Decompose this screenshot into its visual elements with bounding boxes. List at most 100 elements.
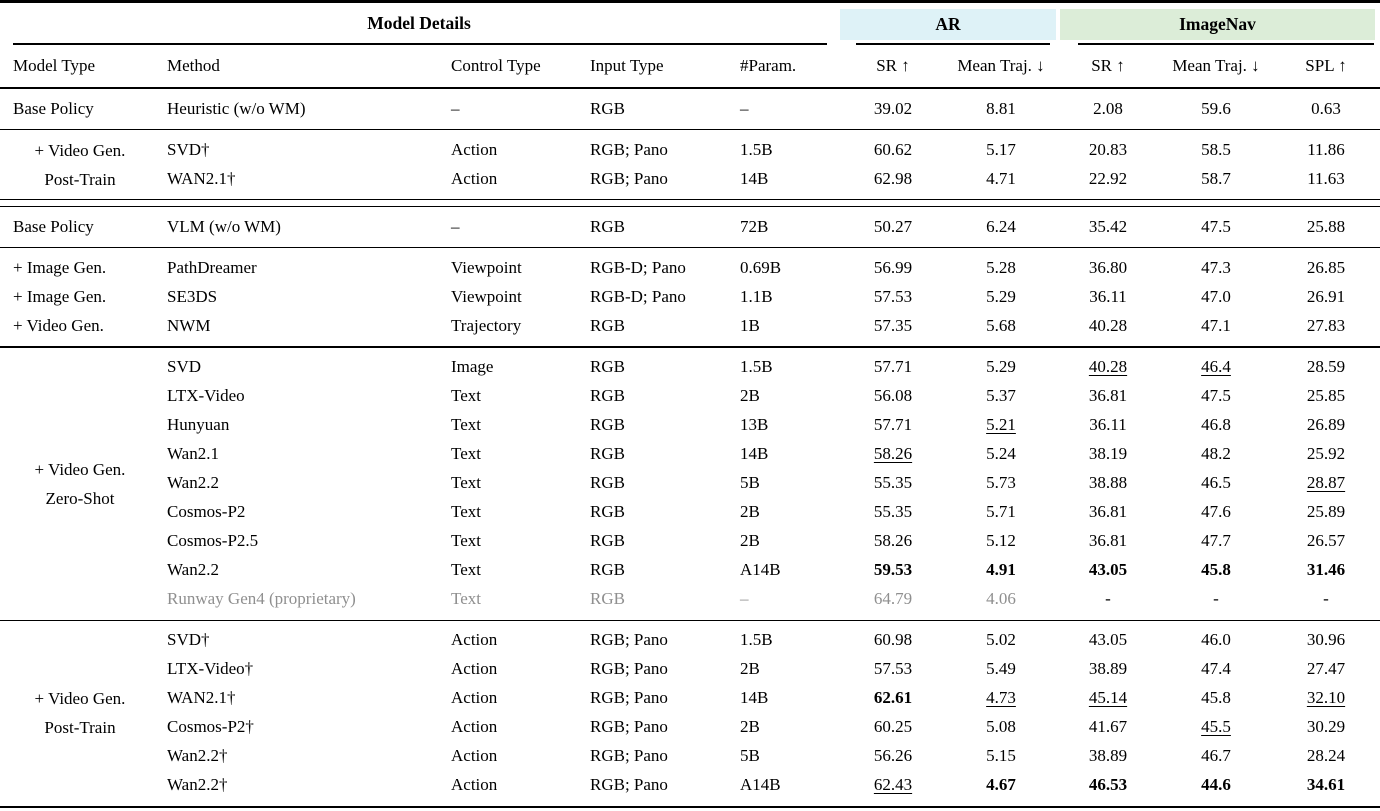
cell-input-type: RGB; Pano — [590, 659, 668, 679]
cell-input-type: RGB; Pano — [590, 688, 668, 708]
cell-imagenav-spl: 28.59 — [1306, 357, 1346, 377]
cell-imagenav-sr: 36.81 — [1088, 531, 1128, 551]
cell-imagenav-mean-traj: - — [1213, 589, 1219, 609]
cell-imagenav-spl: 25.85 — [1306, 386, 1346, 406]
cell-ar-mean-traj: 4.73 — [986, 688, 1016, 708]
table-row: Wan2.2† Action RGB; Pano 5B 56.26 5.15 3… — [0, 742, 1380, 771]
cell-ar-sr: 60.62 — [873, 139, 913, 159]
cell-imagenav-sr: - — [1105, 589, 1111, 609]
cell-method: SVD† — [167, 139, 210, 159]
cell-input-type: RGB — [590, 415, 625, 435]
cell-imagenav-sr: 36.81 — [1088, 386, 1128, 406]
cell-params: 5B — [740, 746, 760, 766]
table-row: Runway Gen4 (proprietary) Text RGB – 64.… — [0, 585, 1380, 614]
table-row: Wan2.2 Text RGB 5B 55.35 5.73 38.88 46.5… — [0, 469, 1380, 498]
cell-params: 1.5B — [740, 630, 773, 650]
col-header-model-type: Model Type — [13, 56, 96, 75]
cell-control-type: Text — [451, 589, 481, 609]
cell-params: 1.5B — [740, 139, 773, 159]
cell-input-type: RGB — [590, 502, 625, 522]
bottom-rule — [0, 805, 1380, 809]
cell-imagenav-sr: 43.05 — [1088, 560, 1128, 580]
cell-input-type: RGB; Pano — [590, 746, 668, 766]
cell-imagenav-spl: 34.61 — [1306, 775, 1346, 795]
cell-params: 14B — [740, 444, 769, 464]
cell-imagenav-sr: 38.88 — [1088, 473, 1128, 493]
group-header-row: Model Details AR ImageNav — [0, 3, 1380, 46]
cell-imagenav-mean-traj: 59.6 — [1201, 98, 1231, 118]
row-group-label-line: Post-Train — [44, 169, 116, 189]
cell-ar-sr: 57.53 — [873, 286, 913, 306]
cell-params: 5B — [740, 473, 760, 493]
section-rule — [0, 619, 1380, 621]
col-header-imagenav-mean-traj: Mean Traj. ↓ — [1172, 56, 1260, 75]
cell-ar-mean-traj: 5.71 — [986, 502, 1016, 522]
cell-ar-mean-traj: 4.71 — [986, 168, 1016, 188]
cell-imagenav-mean-traj: 45.5 — [1201, 717, 1231, 737]
table-row: + Image Gen. SE3DS Viewpoint RGB-D; Pano… — [0, 282, 1380, 311]
table-section: + Video Gen. Zero-Shot SVD Image RGB 1.5B… — [0, 348, 1380, 620]
cell-imagenav-sr: 40.28 — [1088, 357, 1128, 377]
cell-imagenav-mean-traj: 47.4 — [1201, 659, 1231, 679]
cell-imagenav-spl: 32.10 — [1306, 688, 1346, 708]
cell-imagenav-mean-traj: 47.0 — [1201, 286, 1231, 306]
cell-ar-mean-traj: 5.29 — [986, 357, 1016, 377]
cell-control-type: Action — [451, 139, 498, 159]
cell-ar-mean-traj: 5.08 — [986, 717, 1016, 737]
cell-method: Wan2.2† — [167, 775, 228, 795]
row-group-label-line: Zero-Shot — [45, 488, 115, 508]
cell-input-type: RGB — [590, 560, 625, 580]
table-row: LTX-Video Text RGB 2B 56.08 5.37 36.81 4… — [0, 382, 1380, 411]
model-details-midrule — [13, 43, 827, 45]
table-row: + Image Gen. PathDreamer Viewpoint RGB-D… — [0, 253, 1380, 282]
cell-params: 1.1B — [740, 286, 773, 306]
imagenav-midrule — [1078, 43, 1374, 45]
cell-method: Wan2.2 — [167, 473, 219, 493]
section-double-rule — [0, 199, 1380, 208]
cell-params: 14B — [740, 168, 769, 188]
col-header-ar-mean-traj: Mean Traj. ↓ — [957, 56, 1045, 75]
cell-ar-mean-traj: 5.29 — [986, 286, 1016, 306]
cell-ar-sr: 58.26 — [873, 444, 913, 464]
row-group-label: + Video Gen. Post-Train — [0, 130, 160, 199]
cell-imagenav-sr: 36.80 — [1088, 257, 1128, 277]
cell-control-type: Action — [451, 717, 498, 737]
table-row: Wan2.2 Text RGB A14B 59.53 4.91 43.05 45… — [0, 556, 1380, 585]
cell-params: A14B — [740, 560, 781, 580]
row-group-label-line: + Video Gen. — [34, 140, 126, 160]
cell-ar-mean-traj: 5.12 — [986, 531, 1016, 551]
table-row: Cosmos-P2† Action RGB; Pano 2B 60.25 5.0… — [0, 713, 1380, 742]
cell-input-type: RGB — [590, 98, 625, 118]
cell-control-type: Action — [451, 630, 498, 650]
col-header-ar-sr: SR ↑ — [876, 56, 910, 75]
cell-input-type: RGB — [590, 357, 625, 377]
cell-control-type: Image — [451, 357, 494, 377]
table-body: Base Policy Heuristic (w/o WM) – RGB – 3… — [0, 89, 1380, 806]
imagenav-group-header: ImageNav — [1060, 8, 1375, 40]
cell-imagenav-mean-traj: 58.7 — [1201, 168, 1231, 188]
cell-imagenav-sr: 43.05 — [1088, 630, 1128, 650]
cell-imagenav-spl: 26.89 — [1306, 415, 1346, 435]
cell-imagenav-spl: 11.63 — [1307, 168, 1345, 188]
cell-method: LTX-Video† — [167, 659, 254, 679]
cell-control-type: – — [451, 98, 460, 118]
cell-imagenav-mean-traj: 46.5 — [1201, 473, 1231, 493]
cell-ar-sr: 39.02 — [873, 98, 913, 118]
cell-imagenav-mean-traj: 47.1 — [1201, 315, 1231, 335]
cell-imagenav-sr: 40.28 — [1088, 315, 1128, 335]
cell-ar-sr: 57.71 — [873, 357, 913, 377]
cell-ar-mean-traj: 5.15 — [986, 746, 1016, 766]
cell-method: Wan2.1 — [167, 444, 219, 464]
table-row: + Video Gen. NWM Trajectory RGB 1B 57.35… — [0, 311, 1380, 340]
cell-method: WAN2.1† — [167, 688, 236, 708]
table-section: + Video Gen. Post-Train SVD† Action RGB; … — [0, 130, 1380, 199]
cell-imagenav-sr: 38.89 — [1088, 659, 1128, 679]
cell-ar-sr: 57.71 — [873, 415, 913, 435]
row-group-label-line: Post-Train — [44, 718, 116, 738]
cell-params: 13B — [740, 415, 769, 435]
cell-imagenav-spl: 30.29 — [1306, 717, 1346, 737]
cell-params: 14B — [740, 688, 769, 708]
col-header-params: #Param. — [740, 56, 797, 75]
cell-imagenav-mean-traj: 47.5 — [1201, 386, 1231, 406]
cell-control-type: Text — [451, 560, 481, 580]
